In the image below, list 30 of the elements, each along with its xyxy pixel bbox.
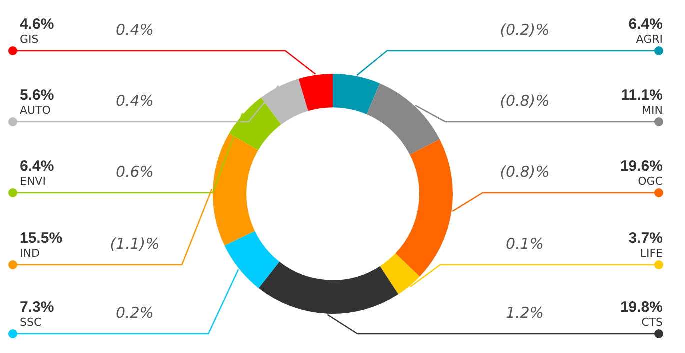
text: (1.1)% <box>110 235 160 253</box>
slice-label: IND <box>20 247 40 260</box>
text: (0.8)% <box>500 92 550 110</box>
slice-label: OGC <box>638 175 664 188</box>
slice-label: SSC <box>20 316 42 329</box>
data-label: 7.3% <box>20 299 54 316</box>
slice-label: CTS <box>642 316 664 329</box>
text: 0.4% <box>116 92 154 110</box>
data-label: 6.4% <box>20 158 54 175</box>
slice-label: LIFE <box>640 247 664 260</box>
data-label: 5.6% <box>20 87 54 104</box>
slice-label: ENVI <box>20 175 46 188</box>
text: 0.2% <box>116 304 154 322</box>
text: 0.4% <box>116 21 154 39</box>
text: (0.8)% <box>500 163 550 181</box>
data-label: 19.8% <box>620 299 663 316</box>
data-label: 3.7% <box>628 230 663 247</box>
slice-label: MIN <box>642 104 663 117</box>
text: 0.1% <box>506 235 544 253</box>
text: (0.2)% <box>500 21 550 39</box>
data-label: 11.1% <box>621 87 663 104</box>
text: 1.2% <box>506 304 544 322</box>
data-label: 6.4% <box>628 16 663 33</box>
data-label: 15.5% <box>20 230 63 247</box>
slice-label: GIS <box>20 33 39 46</box>
slice-label: AUTO <box>20 104 52 117</box>
slice-label: AGRI <box>636 33 663 46</box>
text: 0.6% <box>116 163 154 181</box>
data-label: 19.6% <box>620 158 663 175</box>
data-label: 4.6% <box>20 16 54 33</box>
